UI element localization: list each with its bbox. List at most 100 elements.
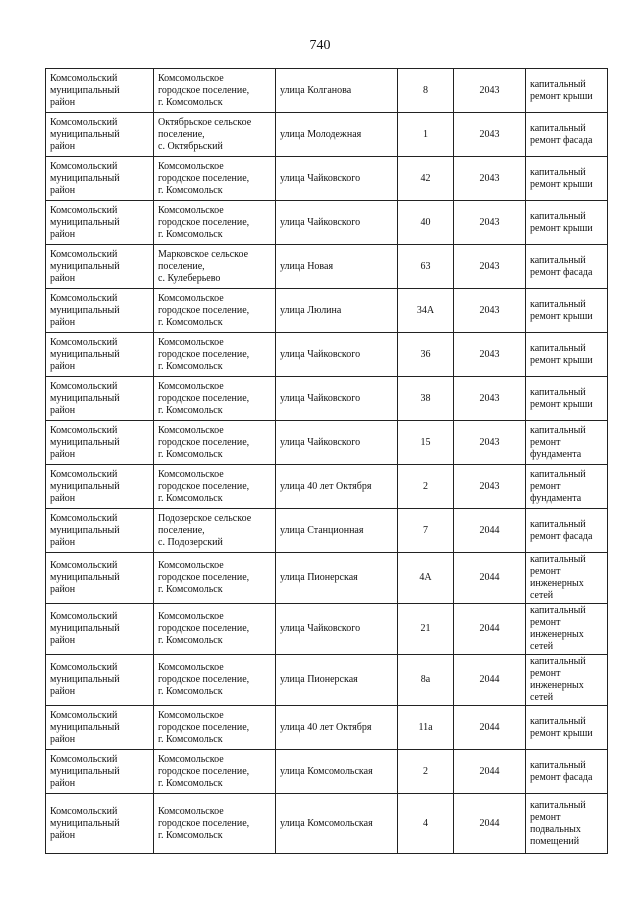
- year-cell: 2043: [453, 68, 526, 113]
- district-cell: Комсомольский муниципальный район: [45, 332, 154, 377]
- table-row: Комсомольский муниципальный район Комсомо…: [45, 749, 608, 794]
- settlement-cell: Комсомольское городское поселение, г. Ко…: [153, 288, 276, 333]
- settlement-cell: Комсомольское городское поселение, г. Ко…: [153, 603, 276, 655]
- settlement-cell: Комсомольское городское поселение, г. Ко…: [153, 749, 276, 794]
- settlement-cell: Комсомольское городское поселение, г. Ко…: [153, 654, 276, 706]
- house-number-cell: 63: [397, 244, 454, 289]
- district-cell: Комсомольский муниципальный район: [45, 420, 154, 465]
- settlement-cell: Подозерское сельское поселение, с. Подоз…: [153, 508, 276, 553]
- table-row: Комсомольский муниципальный район Комсомо…: [45, 68, 608, 113]
- street-cell: улица Чайковского: [275, 603, 398, 655]
- house-number-cell: 11а: [397, 705, 454, 750]
- year-cell: 2044: [453, 793, 526, 854]
- street-cell: улица Чайковского: [275, 376, 398, 421]
- table-row: Комсомольский муниципальный район Комсомо…: [45, 156, 608, 201]
- house-number-cell: 2: [397, 749, 454, 794]
- year-cell: 2044: [453, 603, 526, 655]
- table-row: Комсомольский муниципальный район Комсомо…: [45, 332, 608, 377]
- district-cell: Комсомольский муниципальный район: [45, 654, 154, 706]
- settlement-cell: Комсомольское городское поселение, г. Ко…: [153, 464, 276, 509]
- district-cell: Комсомольский муниципальный район: [45, 200, 154, 245]
- work-type-cell: капитальный ремонт инженерных сетей: [525, 654, 608, 706]
- year-cell: 2044: [453, 749, 526, 794]
- district-cell: Комсомольский муниципальный район: [45, 603, 154, 655]
- district-cell: Комсомольский муниципальный район: [45, 288, 154, 333]
- street-cell: улица Новая: [275, 244, 398, 289]
- settlement-cell: Комсомольское городское поселение, г. Ко…: [153, 332, 276, 377]
- street-cell: улица Люлина: [275, 288, 398, 333]
- table-row: Комсомольский муниципальный район Комсомо…: [45, 200, 608, 245]
- table-row: Комсомольский муниципальный район Комсомо…: [45, 654, 608, 706]
- house-number-cell: 42: [397, 156, 454, 201]
- settlement-cell: Комсомольское городское поселение, г. Ко…: [153, 552, 276, 604]
- house-number-cell: 40: [397, 200, 454, 245]
- district-cell: Комсомольский муниципальный район: [45, 464, 154, 509]
- work-type-cell: капитальный ремонт фундамента: [525, 464, 608, 509]
- table-row: Комсомольский муниципальный район Комсомо…: [45, 376, 608, 421]
- street-cell: улица Чайковского: [275, 200, 398, 245]
- settlement-cell: Комсомольское городское поселение, г. Ко…: [153, 68, 276, 113]
- work-type-cell: капитальный ремонт подвальных помещений: [525, 793, 608, 854]
- settlement-cell: Комсомольское городское поселение, г. Ко…: [153, 793, 276, 854]
- house-number-cell: 15: [397, 420, 454, 465]
- work-type-cell: капитальный ремонт крыши: [525, 332, 608, 377]
- street-cell: улица 40 лет Октября: [275, 464, 398, 509]
- year-cell: 2043: [453, 464, 526, 509]
- table-row: Комсомольский муниципальный район Комсомо…: [45, 552, 608, 604]
- work-type-cell: капитальный ремонт крыши: [525, 156, 608, 201]
- work-type-cell: капитальный ремонт крыши: [525, 705, 608, 750]
- house-number-cell: 21: [397, 603, 454, 655]
- district-cell: Комсомольский муниципальный район: [45, 68, 154, 113]
- table-row: Комсомольский муниципальный район Марковс…: [45, 244, 608, 289]
- work-type-cell: капитальный ремонт фасада: [525, 112, 608, 157]
- house-number-cell: 8: [397, 68, 454, 113]
- page-number: 740: [309, 38, 331, 53]
- street-cell: улица Комсомольская: [275, 793, 398, 854]
- year-cell: 2044: [453, 508, 526, 553]
- street-cell: улица 40 лет Октября: [275, 705, 398, 750]
- street-cell: улица Пионерская: [275, 654, 398, 706]
- street-cell: улица Чайковского: [275, 420, 398, 465]
- year-cell: 2043: [453, 200, 526, 245]
- district-cell: Комсомольский муниципальный район: [45, 705, 154, 750]
- table-row: Комсомольский муниципальный район Комсомо…: [45, 288, 608, 333]
- street-cell: улица Комсомольская: [275, 749, 398, 794]
- district-cell: Комсомольский муниципальный район: [45, 552, 154, 604]
- settlement-cell: Комсомольское городское поселение, г. Ко…: [153, 156, 276, 201]
- table-row: Комсомольский муниципальный район Комсомо…: [45, 793, 608, 854]
- work-type-cell: капитальный ремонт крыши: [525, 68, 608, 113]
- district-cell: Комсомольский муниципальный район: [45, 749, 154, 794]
- table-row: Комсомольский муниципальный район Комсомо…: [45, 603, 608, 655]
- work-type-cell: капитальный ремонт фасада: [525, 749, 608, 794]
- table-row: Комсомольский муниципальный район Подозер…: [45, 508, 608, 553]
- street-cell: улица Пионерская: [275, 552, 398, 604]
- settlement-cell: Комсомольское городское поселение, г. Ко…: [153, 200, 276, 245]
- year-cell: 2043: [453, 288, 526, 333]
- year-cell: 2044: [453, 705, 526, 750]
- district-cell: Комсомольский муниципальный район: [45, 156, 154, 201]
- year-cell: 2044: [453, 654, 526, 706]
- house-number-cell: 8а: [397, 654, 454, 706]
- settlement-cell: Комсомольское городское поселение, г. Ко…: [153, 705, 276, 750]
- house-number-cell: 36: [397, 332, 454, 377]
- work-type-cell: капитальный ремонт крыши: [525, 288, 608, 333]
- house-number-cell: 2: [397, 464, 454, 509]
- street-cell: улица Молодежная: [275, 112, 398, 157]
- district-cell: Комсомольский муниципальный район: [45, 376, 154, 421]
- work-type-cell: капитальный ремонт фасада: [525, 508, 608, 553]
- street-cell: улица Станционная: [275, 508, 398, 553]
- repair-schedule-table: Комсомольский муниципальный район Комсомо…: [45, 68, 608, 854]
- work-type-cell: капитальный ремонт фасада: [525, 244, 608, 289]
- settlement-cell: Марковское сельское поселение, с. Кулебе…: [153, 244, 276, 289]
- work-type-cell: капитальный ремонт фундамента: [525, 420, 608, 465]
- district-cell: Комсомольский муниципальный район: [45, 508, 154, 553]
- year-cell: 2044: [453, 552, 526, 604]
- district-cell: Комсомольский муниципальный район: [45, 112, 154, 157]
- table-row: Комсомольский муниципальный район Октябрь…: [45, 112, 608, 157]
- settlement-cell: Комсомольское городское поселение, г. Ко…: [153, 376, 276, 421]
- table-row: Комсомольский муниципальный район Комсомо…: [45, 464, 608, 509]
- table-row: Комсомольский муниципальный район Комсомо…: [45, 705, 608, 750]
- work-type-cell: капитальный ремонт крыши: [525, 376, 608, 421]
- street-cell: улица Чайковского: [275, 332, 398, 377]
- year-cell: 2043: [453, 156, 526, 201]
